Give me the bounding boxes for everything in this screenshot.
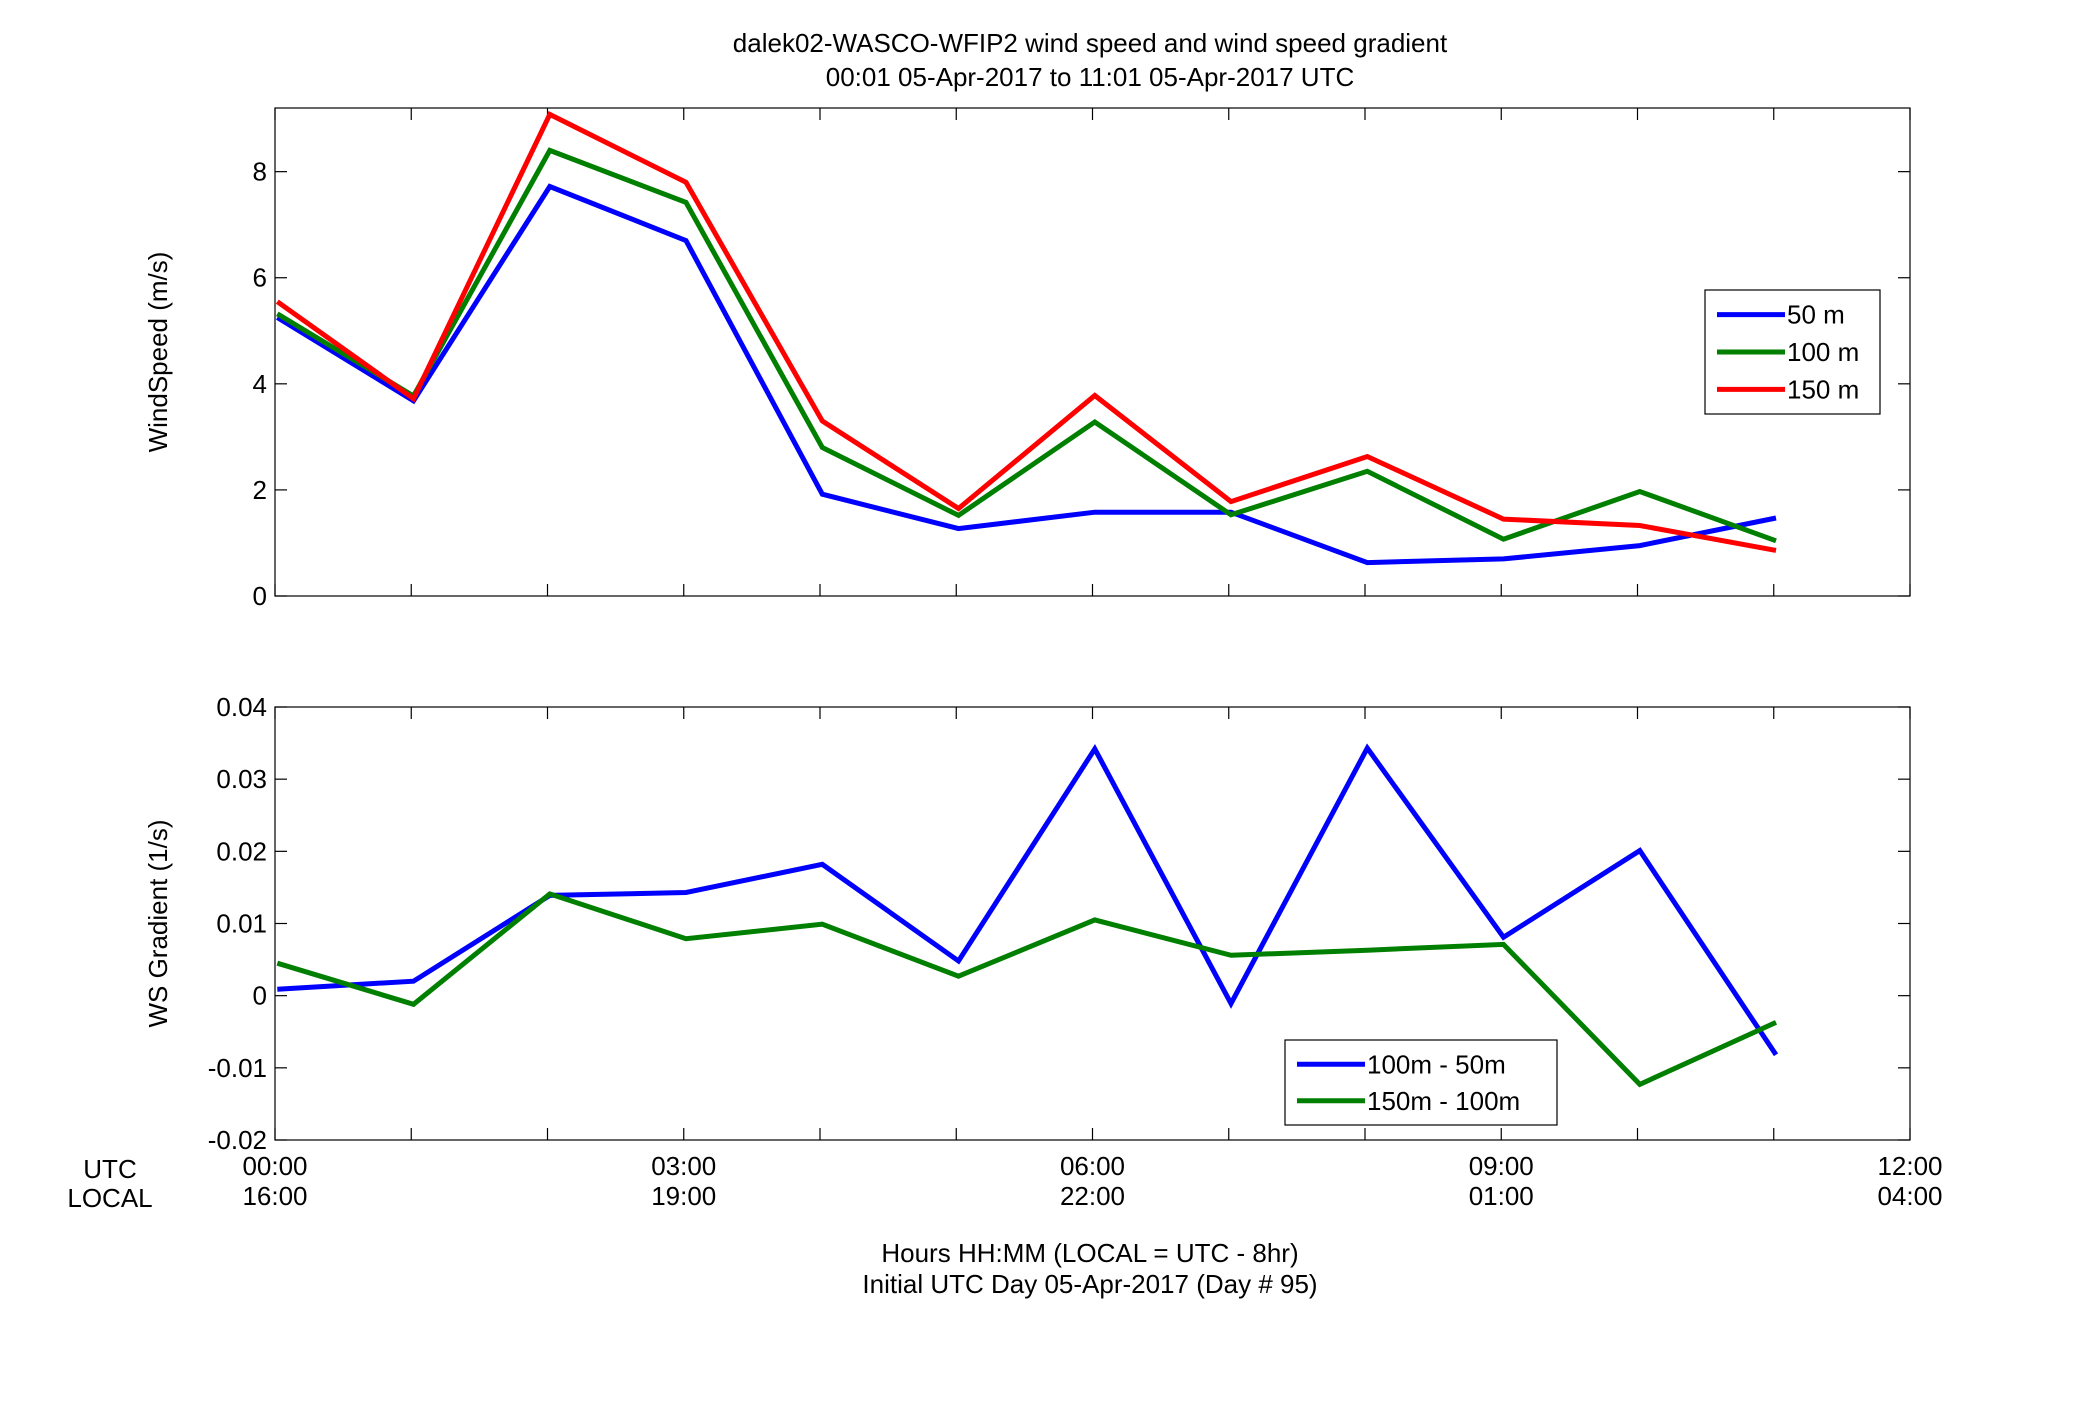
series-line bbox=[276, 891, 1778, 1088]
x-tick-label-utc: 12:00 bbox=[1877, 1151, 1942, 1181]
x-tick-label-local: 16:00 bbox=[242, 1181, 307, 1211]
y-tick-label: 0 bbox=[253, 581, 267, 611]
y-tick-label: 0.02 bbox=[216, 836, 267, 866]
x-tick-label-utc: 09:00 bbox=[1469, 1151, 1534, 1181]
chart-title: dalek02-WASCO-WFIP2 wind speed and wind … bbox=[733, 28, 1448, 58]
x-tick-label-local: 22:00 bbox=[1060, 1181, 1125, 1211]
x-tick-label-utc: 00:00 bbox=[242, 1151, 307, 1181]
y-tick-label: 8 bbox=[253, 157, 267, 187]
gradient-panel: -0.02 -0.01 0 0.01 0.02 0.03 0.04 WS Gradient (… bbox=[143, 692, 1911, 1155]
y-tick-label: -0.02 bbox=[208, 1125, 267, 1155]
y-tick-label: 2 bbox=[253, 475, 267, 505]
legend-label: 150 m bbox=[1787, 374, 1859, 404]
wind-speed-panel: 0 2 4 6 8 WindSpeed (m/s) 50 m 100 m 150 m bbox=[143, 107, 1911, 611]
y-tick-label: 0.03 bbox=[216, 764, 267, 794]
y-tick-label: 0.04 bbox=[216, 692, 267, 722]
x-axis-sublabel: Initial UTC Day 05-Apr-2017 (Day # 95) bbox=[862, 1269, 1317, 1299]
x-tick-label-utc: 06:00 bbox=[1060, 1151, 1125, 1181]
y-tick-label: 0 bbox=[253, 981, 267, 1011]
x-tick-label-local: 19:00 bbox=[651, 1181, 716, 1211]
utc-row-label: UTC bbox=[83, 1154, 136, 1184]
chart-subtitle: 00:01 05-Apr-2017 to 11:01 05-Apr-2017 U… bbox=[826, 62, 1355, 92]
legend-label: 100 m bbox=[1787, 337, 1859, 367]
y-tick-label: 6 bbox=[253, 263, 267, 293]
local-row-label: LOCAL bbox=[67, 1183, 152, 1213]
legend: 100m - 50m 150m - 100m bbox=[1284, 1039, 1558, 1126]
legend-label: 100m - 50m bbox=[1367, 1049, 1506, 1079]
y-tick-label: 0.01 bbox=[216, 909, 267, 939]
y-axis-label: WS Gradient (1/s) bbox=[143, 819, 173, 1027]
x-tick-label-local: 01:00 bbox=[1469, 1181, 1534, 1211]
x-tick-label-local: 04:00 bbox=[1877, 1181, 1942, 1211]
y-tick-label: -0.01 bbox=[208, 1053, 267, 1083]
legend-label: 150m - 100m bbox=[1367, 1086, 1520, 1116]
legend-box bbox=[1284, 1039, 1558, 1126]
legend: 50 m 100 m 150 m bbox=[1704, 289, 1881, 415]
y-tick-label: 4 bbox=[253, 369, 267, 399]
legend-label: 50 m bbox=[1787, 300, 1845, 330]
series-line bbox=[276, 147, 1777, 544]
series-line bbox=[275, 183, 1777, 566]
series-line bbox=[275, 111, 1777, 553]
x-axis-label: Hours HH:MM (LOCAL = UTC - 8hr) bbox=[881, 1238, 1298, 1268]
y-axis-label: WindSpeed (m/s) bbox=[143, 252, 173, 453]
x-tick-label-utc: 03:00 bbox=[651, 1151, 716, 1181]
